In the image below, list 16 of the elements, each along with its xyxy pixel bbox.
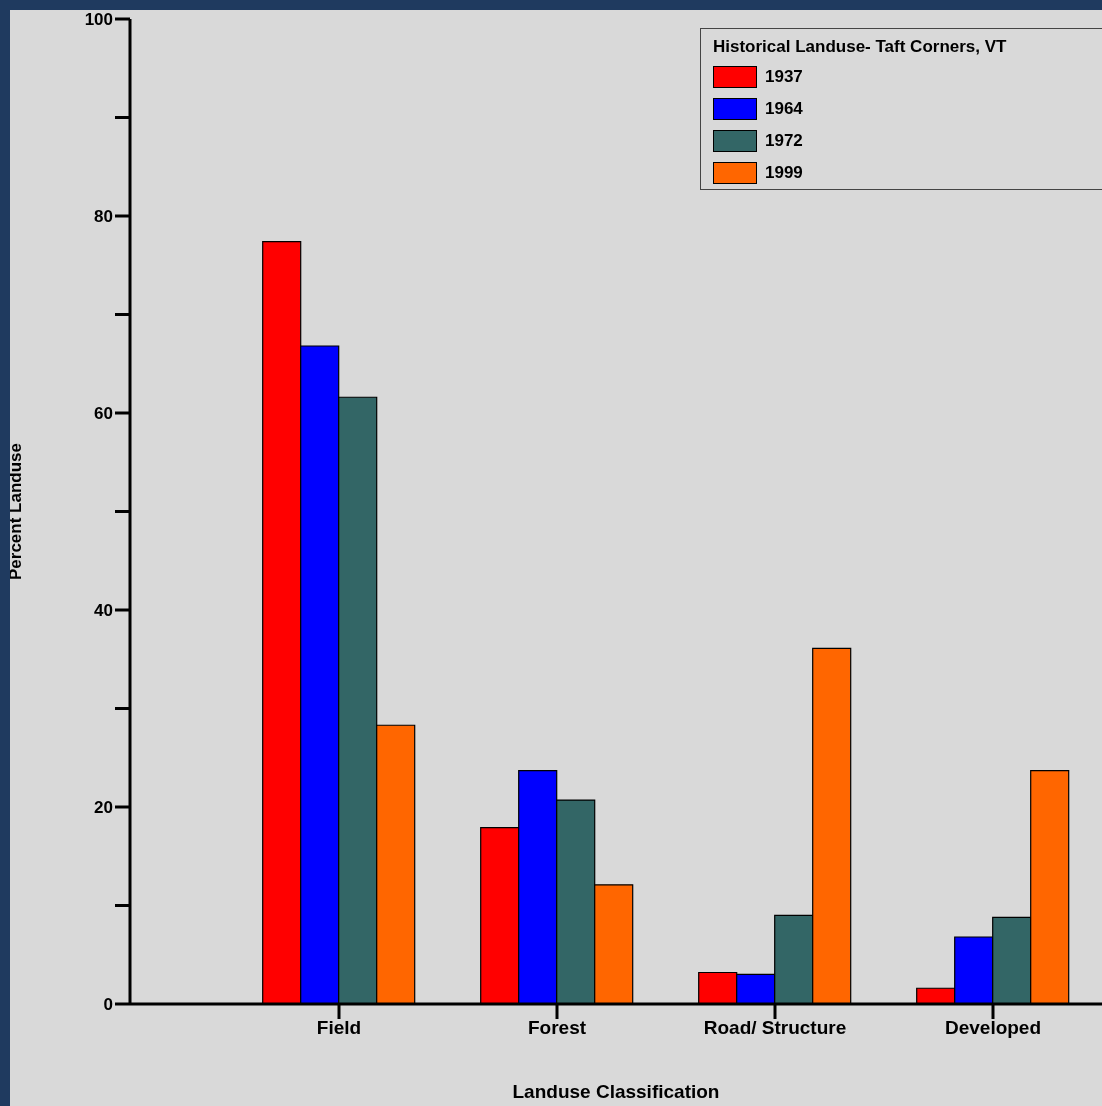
legend-title: Historical Landuse- Taft Corners, VT	[713, 37, 1008, 57]
y-tick-label: 20	[94, 798, 113, 818]
x-tick-label: Developed	[944, 1017, 1042, 1039]
legend-label: 1999	[765, 163, 803, 183]
x-tick-label: Field	[316, 1017, 362, 1039]
legend-label: 1964	[765, 99, 803, 119]
x-axis-title: Landuse Classification	[512, 1081, 720, 1102]
y-tick-label: 40	[94, 601, 113, 621]
y-tick-label: 100	[84, 10, 113, 30]
y-tick-label: 0	[103, 995, 113, 1015]
y-tick-label: 80	[94, 207, 113, 227]
x-tick-label: Road/ Structure	[703, 1017, 847, 1039]
x-tick-label: Forest	[527, 1017, 587, 1039]
y-tick-label: 60	[94, 404, 113, 424]
legend-label: 1972	[765, 131, 803, 151]
legend-label: 1937	[765, 67, 803, 87]
